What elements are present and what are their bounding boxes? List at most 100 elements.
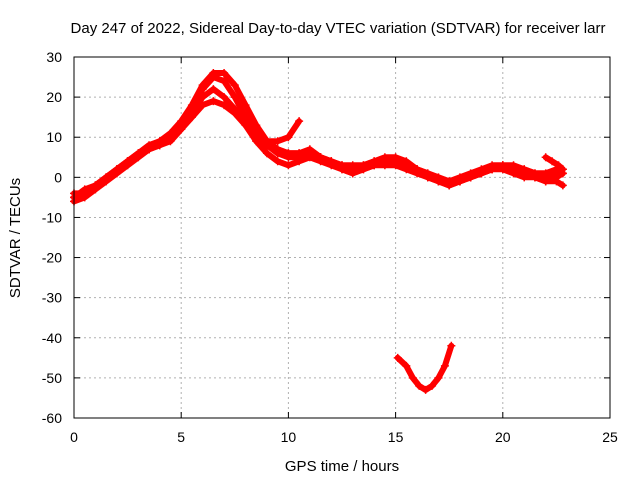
data-point-track-3-13 [209,69,218,78]
data-point-track-4-5 [123,157,132,166]
series-line-track-3 [71,70,566,197]
y-tick-label-20: 20 [46,89,62,105]
data-point-track-7-4 [421,385,430,394]
data-point-track-4-3 [102,173,111,182]
x-tick-labels: 0 5 10 15 20 25 [70,429,618,445]
data-point-track-1-19 [273,157,282,166]
series-line-track-2 [71,74,566,205]
data-point-track-3-26 [348,161,357,170]
chart-title: Day 247 of 2022, Sidereal Day-to-day VTE… [71,20,606,37]
y-tick-label--10: -10 [42,209,62,225]
data-point-track-4-41 [509,169,518,178]
data-point-track-4-34 [434,177,443,186]
series-line-track-5 [242,114,303,145]
data-point-track-4-15 [230,109,239,118]
y-tick-label--40: -40 [42,330,62,346]
data-point-track-4-46 [558,181,567,190]
data-point-track-1-20 [284,161,293,170]
data-point-track-7-1 [402,361,411,370]
data-point-track-4-37 [466,173,475,182]
data-point-track-6-3 [558,165,567,174]
data-point-track-1-14 [220,93,229,102]
data-point-track-6-1 [548,157,557,166]
data-point-track-3-16 [241,101,250,110]
data-point-track-4-21 [295,149,304,158]
data-point-track-5-5 [295,117,304,126]
y-tick-label-10: 10 [46,129,62,145]
data-point-track-1-18 [262,149,271,158]
data-point-track-4-8 [155,141,164,150]
y-tick-label--50: -50 [42,370,62,386]
data-point-track-3-44 [541,169,550,178]
data-point-track-4-29 [380,157,389,166]
data-point-track-1-13 [209,85,218,94]
data-point-track-2-15 [230,93,239,102]
data-point-track-4-22 [305,149,314,158]
data-point-track-7-0 [393,353,402,362]
data-point-track-4-20 [284,149,293,158]
y-tick-label--30: -30 [42,290,62,306]
x-tick-label-25: 25 [602,429,618,445]
data-point-track-3-12 [198,81,207,90]
data-point-track-4-12 [198,101,207,110]
data-point-track-2-14 [220,77,229,86]
data-point-track-7-6 [434,373,443,382]
data-point-track-3-10 [177,117,186,126]
data-point-track-4-35 [445,181,454,190]
data-point-track-5-4 [284,133,293,142]
data-point-track-4-6 [134,149,143,158]
x-tick-label-20: 20 [495,429,511,445]
data-point-track-4-40 [498,165,507,174]
data-point-track-7-2 [408,373,417,382]
data-point-track-4-4 [112,165,121,174]
data-point-track-7-7 [440,361,449,370]
data-point-track-4-42 [520,173,529,182]
data-point-track-5-1 [252,125,261,134]
data-point-track-6-0 [541,153,550,162]
data-point-track-4-13 [209,97,218,106]
data-point-track-4-9 [166,133,175,142]
axis-ticks [73,56,611,419]
data-point-track-4-31 [402,161,411,170]
data-point-track-4-30 [391,157,400,166]
x-tick-label-5: 5 [177,429,185,445]
x-tick-label-15: 15 [388,429,404,445]
data-point-track-4-38 [477,169,486,178]
y-axis-title: SDTVAR / TECUs [7,178,24,298]
data-point-track-4-17 [252,133,261,142]
data-point-track-4-32 [413,165,422,174]
data-point-track-4-44 [541,177,550,186]
data-point-track-5-3 [273,137,282,146]
data-point-track-4-16 [241,121,250,130]
x-tick-label-0: 0 [70,429,78,445]
y-tick-label-0: 0 [54,169,62,185]
data-point-track-3-15 [230,81,239,90]
y-tick-label-30: 30 [46,49,62,65]
data-point-track-4-27 [359,165,368,174]
data-point-track-7-3 [415,381,424,390]
data-point-track-4-28 [370,161,379,170]
data-point-track-3-42 [520,165,529,174]
data-point-track-4-26 [348,169,357,178]
data-point-track-4-14 [220,101,229,110]
data-point-track-4-2 [91,181,100,190]
data-point-track-5-0 [241,113,250,122]
y-tick-labels: -60 -50 -40 -30 -20 -10 0 10 20 30 [42,49,62,426]
x-tick-label-10: 10 [281,429,297,445]
data-point-track-4-7 [145,145,154,154]
data-point-track-5-2 [262,137,271,146]
data-point-track-4-25 [338,165,346,174]
data-point-track-3-14 [220,69,229,78]
data-point-track-4-36 [455,177,464,186]
data-point-track-4-39 [488,165,497,174]
series-group [70,69,567,394]
series-line-track-6 [542,154,566,173]
data-point-track-7-5 [428,381,437,390]
data-point-track-4-1 [80,185,89,194]
data-point-track-4-23 [316,153,325,162]
data-point-track-4-11 [187,113,196,122]
data-point-track-6-2 [554,161,563,170]
data-point-track-4-19 [273,145,282,154]
plot-frame [73,56,611,419]
